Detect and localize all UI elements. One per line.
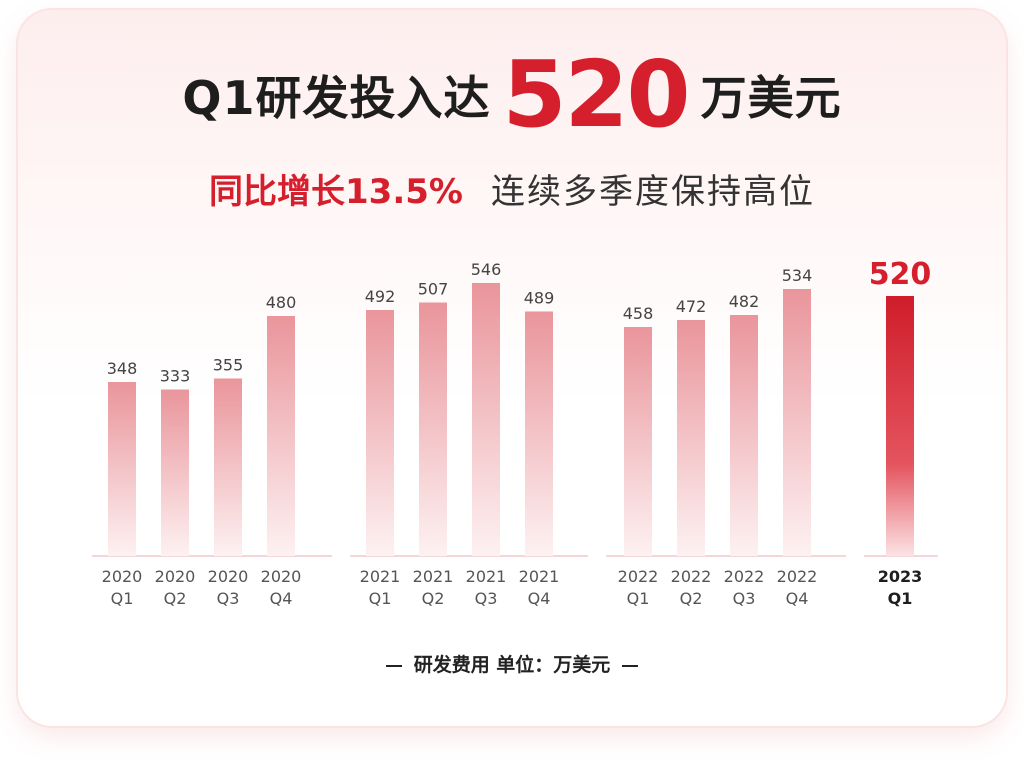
bar-2022-q4	[783, 289, 811, 556]
tick-label-quarter: Q1	[627, 589, 650, 608]
value-label-2021-q4: 489	[524, 289, 555, 308]
bar-2022-q2	[677, 320, 705, 556]
footnote-dash-left	[385, 664, 402, 667]
tick-label-year: 2022	[671, 567, 712, 586]
bar-2020-q1	[108, 382, 136, 556]
value-label-2020-q2: 333	[160, 367, 191, 386]
bar-2021-q1	[366, 310, 394, 556]
tick-label-year: 2021	[360, 567, 401, 586]
value-label-2020-q4: 480	[266, 293, 297, 312]
bar-2020-q3	[214, 378, 242, 556]
tick-label-year: 2022	[777, 567, 818, 586]
tick-label-quarter: Q1	[111, 589, 134, 608]
tick-label-quarter: Q1	[369, 589, 392, 608]
value-label-2023-q1: 520	[869, 257, 932, 292]
growth-rate: 同比增长13.5%	[209, 171, 463, 212]
tick-label-quarter: Q3	[475, 589, 498, 608]
value-label-2022-q3: 482	[729, 292, 760, 311]
subheadline: 同比增长13.5% 连续多季度保持高位	[0, 162, 1024, 214]
bar-2021-q3	[472, 283, 500, 556]
footnote-dash-right	[622, 664, 639, 667]
tick-label-quarter: Q4	[528, 589, 551, 608]
tick-label-year: 2023	[878, 567, 923, 586]
headline-number: 520	[502, 41, 691, 148]
headline-suffix: 万美元	[700, 71, 842, 125]
tick-label-year: 2021	[466, 567, 507, 586]
tick-label-quarter: Q4	[270, 589, 293, 608]
bar-2023-q1	[886, 296, 914, 556]
tick-label-quarter: Q3	[733, 589, 756, 608]
bar-2021-q4	[525, 311, 553, 556]
chart-footnote: 研发费用 单位：万美元	[0, 650, 1024, 677]
value-label-2022-q4: 534	[782, 266, 813, 285]
tick-label-quarter: Q2	[164, 589, 187, 608]
bar-2021-q2	[419, 302, 447, 556]
value-label-2022-q1: 458	[623, 304, 654, 323]
headline: Q1研发投入达 520 万美元	[0, 40, 1024, 150]
subheadline-note: 连续多季度保持高位	[490, 171, 815, 212]
tick-label-year: 2021	[519, 567, 560, 586]
tick-label-quarter: Q2	[422, 589, 445, 608]
tick-label-year: 2021	[413, 567, 454, 586]
bar-2020-q4	[267, 316, 295, 556]
value-label-2022-q2: 472	[676, 297, 707, 316]
value-label-2020-q3: 355	[213, 356, 244, 375]
bar-2022-q1	[624, 327, 652, 556]
tick-label-year: 2022	[618, 567, 659, 586]
tick-label-year: 2020	[208, 567, 249, 586]
value-label-2021-q3: 546	[471, 260, 502, 279]
tick-label-quarter: Q4	[786, 589, 809, 608]
value-label-2020-q1: 348	[107, 359, 138, 378]
tick-label-quarter: Q2	[680, 589, 703, 608]
bar-2022-q3	[730, 315, 758, 556]
value-label-2021-q1: 492	[365, 287, 396, 306]
tick-label-quarter: Q1	[888, 589, 913, 608]
tick-label-year: 2020	[102, 567, 143, 586]
tick-label-year: 2022	[724, 567, 765, 586]
tick-label-year: 2020	[261, 567, 302, 586]
tick-label-quarter: Q3	[217, 589, 240, 608]
card-background	[18, 10, 1006, 726]
tick-label-year: 2020	[155, 567, 196, 586]
headline-prefix: Q1研发投入达	[182, 71, 491, 125]
footnote-text: 研发费用 单位：万美元	[413, 654, 611, 676]
bar-2020-q2	[161, 389, 189, 556]
value-label-2021-q2: 507	[418, 280, 449, 299]
